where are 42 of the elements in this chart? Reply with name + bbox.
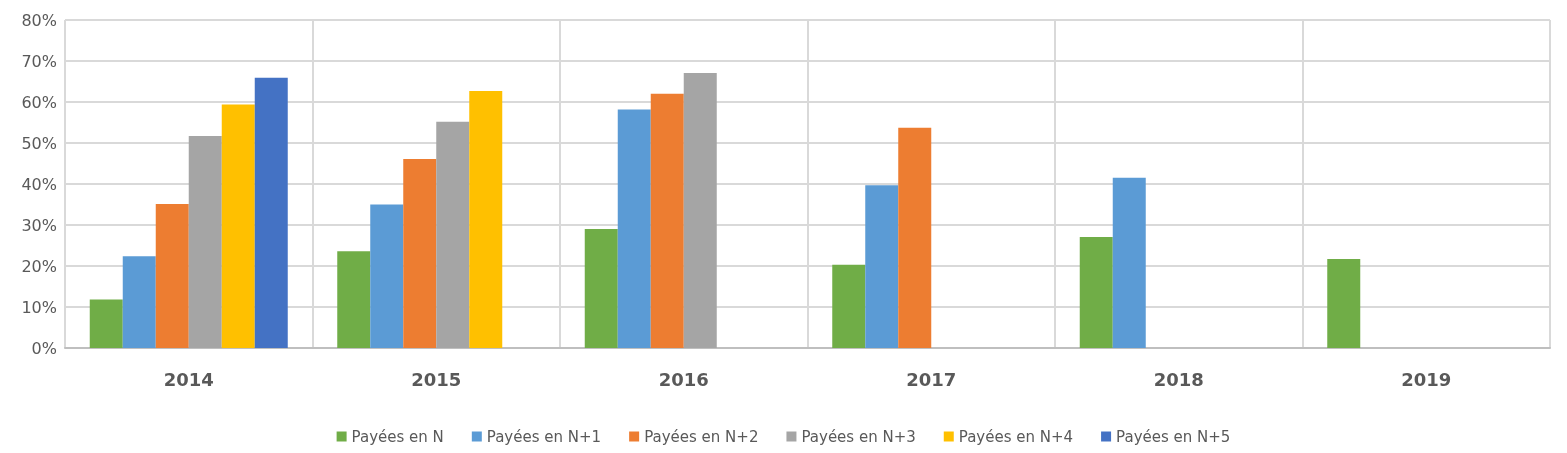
bar xyxy=(403,158,437,348)
bar xyxy=(436,121,470,348)
y-tick-label: 30% xyxy=(21,215,57,235)
bar xyxy=(1327,259,1361,348)
bar xyxy=(155,204,189,348)
y-tick-label: 40% xyxy=(21,174,57,194)
bar xyxy=(370,204,404,348)
bar xyxy=(254,77,288,348)
bar xyxy=(1112,177,1146,348)
y-tick-label: 10% xyxy=(21,297,57,317)
bar xyxy=(650,93,684,348)
bar xyxy=(683,72,717,348)
bar xyxy=(1079,236,1113,348)
y-tick-label: 60% xyxy=(21,92,57,112)
x-tick-label: 2018 xyxy=(1153,368,1204,390)
bar xyxy=(584,229,618,348)
bar xyxy=(337,251,371,348)
bar xyxy=(122,256,156,348)
y-tick-label: 50% xyxy=(21,133,57,153)
x-tick-label: 2014 xyxy=(163,368,214,390)
bar xyxy=(469,90,503,348)
bar xyxy=(617,109,651,348)
bar xyxy=(865,185,899,348)
bar xyxy=(188,136,222,348)
bar xyxy=(89,299,123,348)
x-tick-label: 2019 xyxy=(1401,368,1452,390)
y-tick-label: 80% xyxy=(21,10,57,30)
y-tick-label: 0% xyxy=(31,338,57,358)
y-tick-label: 20% xyxy=(21,256,57,276)
legend-label: Payées en N+1 xyxy=(486,427,602,446)
bar xyxy=(832,264,866,348)
bar xyxy=(221,104,255,348)
x-tick-label: 2016 xyxy=(658,368,709,390)
legend-label: Payées en N+3 xyxy=(801,427,916,446)
x-tick-label: 2017 xyxy=(906,368,957,390)
legend-label: Payées en N+4 xyxy=(958,427,1074,446)
legend-label: Payées en N+5 xyxy=(1116,427,1231,446)
legend-label: Payées en N+2 xyxy=(644,427,759,446)
bar xyxy=(898,127,932,348)
y-tick-label: 70% xyxy=(21,51,57,71)
x-tick-label: 2015 xyxy=(411,368,462,390)
legend-label: Payées en N xyxy=(351,427,444,446)
